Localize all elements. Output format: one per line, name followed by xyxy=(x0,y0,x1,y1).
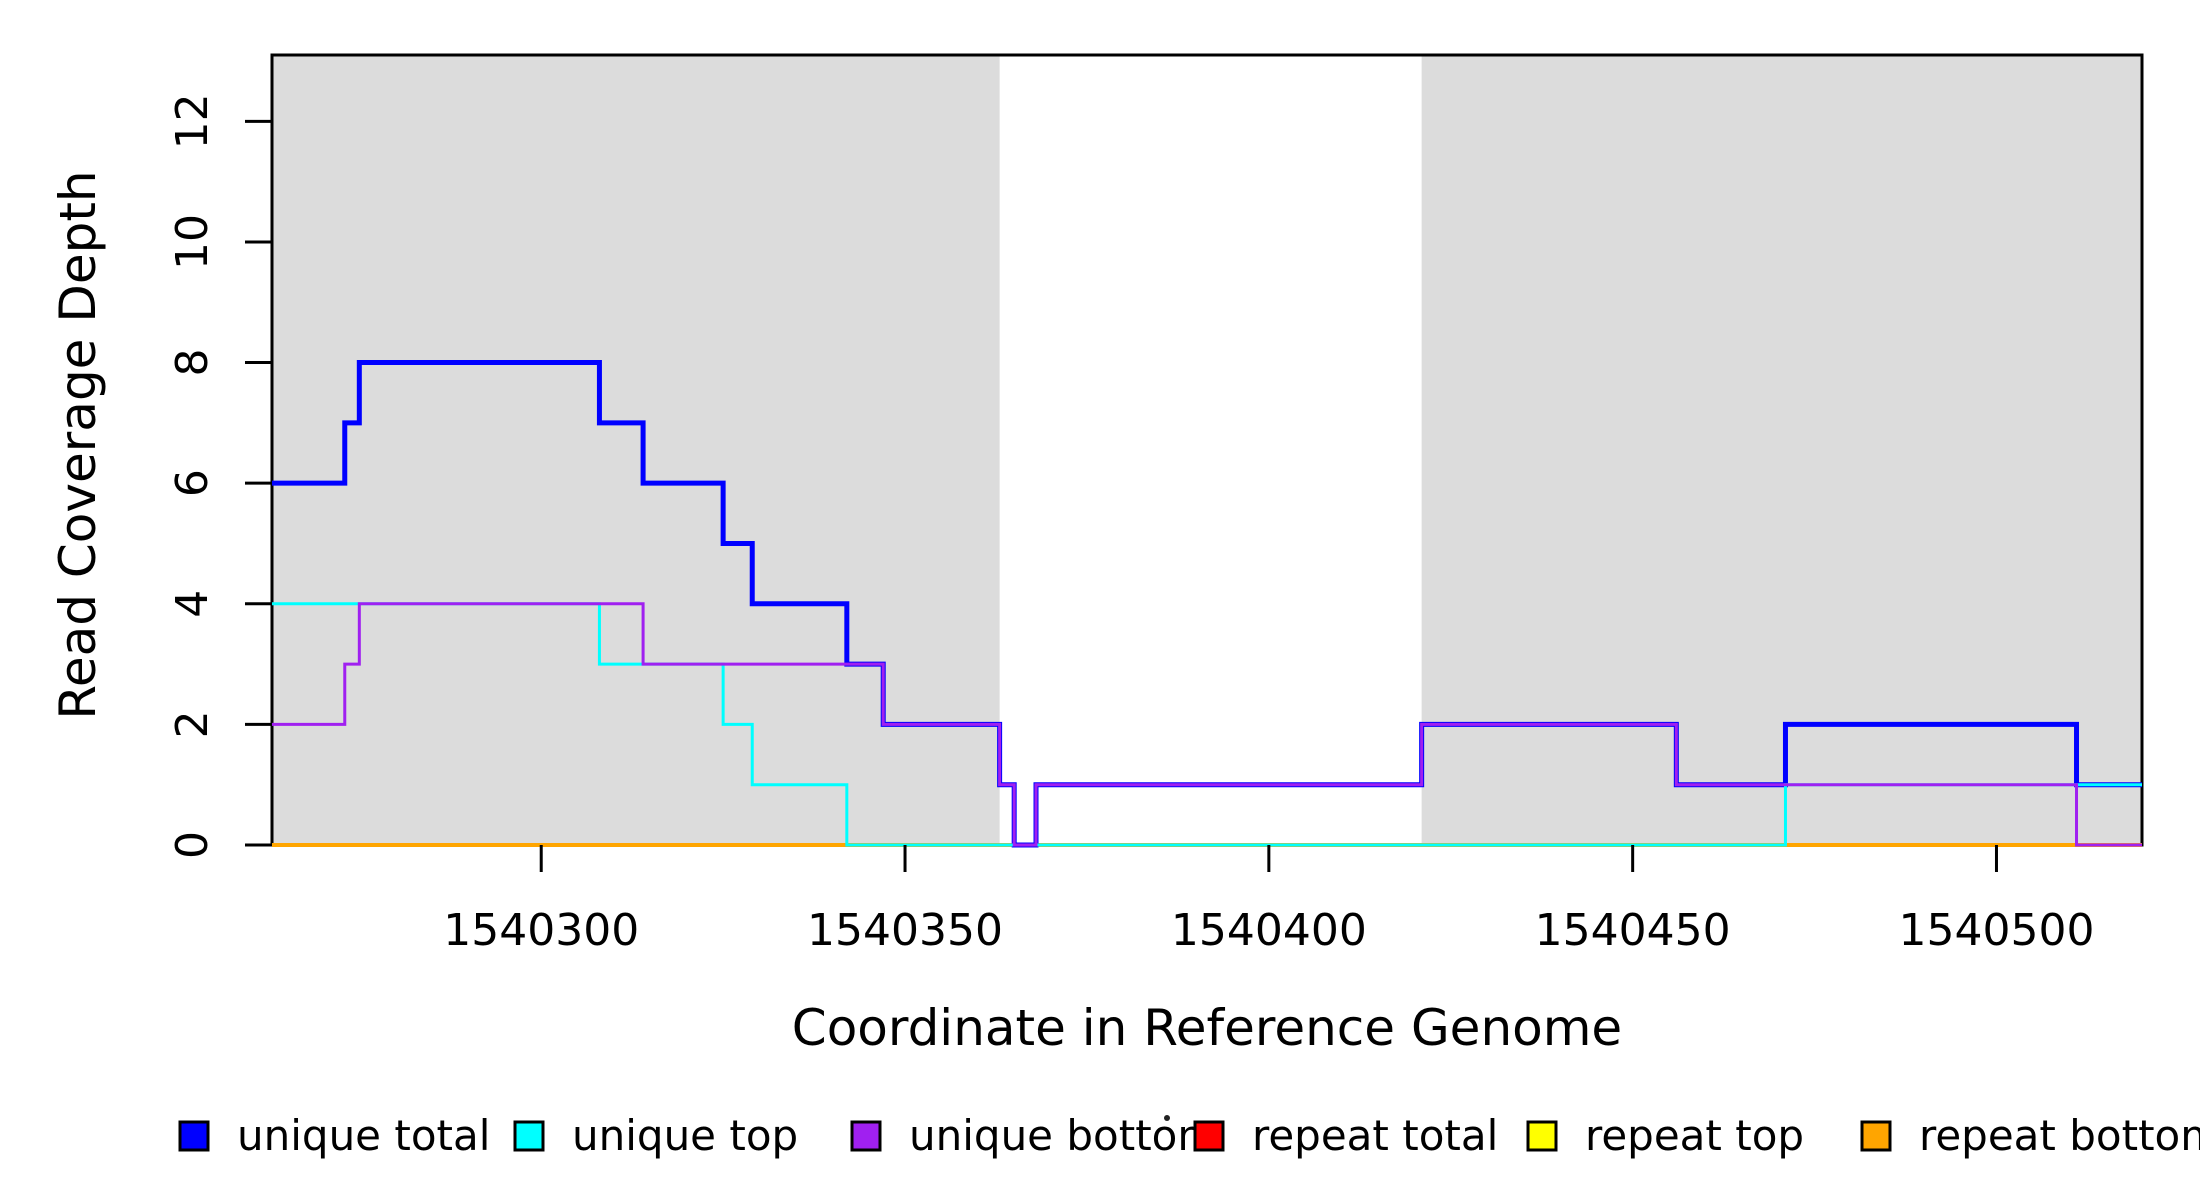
legend-label-unique-total: unique total xyxy=(237,1111,490,1160)
x-tick-label: 1540300 xyxy=(443,905,639,956)
y-tick-label: 8 xyxy=(167,349,218,377)
y-tick-label: 6 xyxy=(167,469,218,497)
repeat-region-band xyxy=(1421,55,2142,845)
legend-label-repeat-bottom: repeat bottom xyxy=(1919,1111,2200,1160)
y-tick-label: 2 xyxy=(167,710,218,738)
x-tick-label: 1540400 xyxy=(1171,905,1367,956)
legend-swatch-unique-bottom xyxy=(850,1120,882,1152)
x-tick-label: 1540450 xyxy=(1535,905,1731,956)
legend-swatch-unique-top xyxy=(513,1120,545,1152)
legend-label-unique-top: unique top xyxy=(572,1111,798,1160)
legend-label-unique-bottom: unique bottom xyxy=(909,1111,1218,1160)
legend-swatch-repeat-top xyxy=(1526,1120,1558,1152)
y-tick-label: 4 xyxy=(167,590,218,618)
legend-swatch-unique-total xyxy=(178,1120,210,1152)
y-tick-label: 10 xyxy=(167,214,218,270)
x-tick-label: 1540500 xyxy=(1898,905,2094,956)
coverage-step-lines xyxy=(272,360,2142,848)
series-line-unique-top xyxy=(272,602,2142,847)
shaded-repeat-regions xyxy=(272,55,2142,845)
legend: unique total unique top unique bottom repea… xyxy=(178,1111,2200,1160)
stray-dot xyxy=(1164,1115,1170,1121)
legend-swatch-repeat-bottom xyxy=(1860,1120,1892,1152)
legend-swatch-repeat-total xyxy=(1193,1120,1225,1152)
y-tick-label: 12 xyxy=(167,93,218,149)
y-axis-title: Read Coverage Depth xyxy=(49,170,107,719)
x-axis-title: Coordinate in Reference Genome xyxy=(792,999,1622,1057)
y-tick-label: 0 xyxy=(167,831,218,859)
axis-tick-marks xyxy=(245,119,1998,872)
x-tick-label: 1540350 xyxy=(807,905,1003,956)
repeat-region-band xyxy=(272,55,1000,845)
x-axis-tick-labels: 1540300 1540350 1540400 1540450 1540500 xyxy=(443,905,2094,956)
legend-label-repeat-top: repeat top xyxy=(1585,1111,1804,1160)
legend-label-repeat-total: repeat total xyxy=(1252,1111,1498,1160)
y-axis-tick-labels: 0 2 4 6 8 10 12 xyxy=(167,93,218,859)
series-line-unique-bottom xyxy=(272,602,2142,847)
